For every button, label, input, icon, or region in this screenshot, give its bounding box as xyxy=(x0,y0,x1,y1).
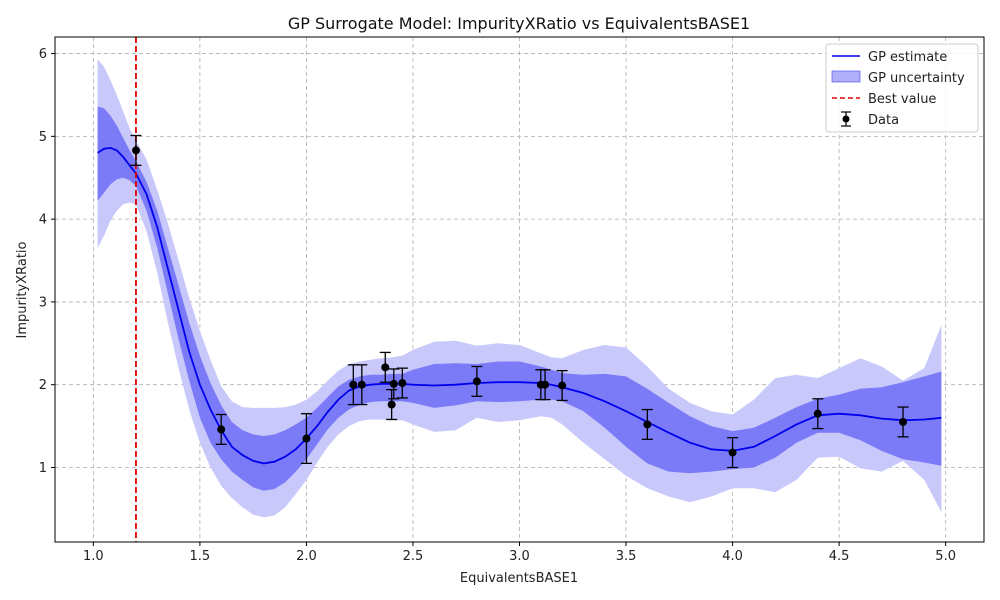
data-marker xyxy=(131,146,140,155)
x-tick-label: 3.5 xyxy=(616,549,637,564)
data-point xyxy=(386,389,398,421)
data-point xyxy=(897,406,909,438)
y-tick-label: 1 xyxy=(39,461,47,476)
x-ticks: 1.0 1.5 2.0 2.5 3.0 3.5 4.0 4.5 5.0 xyxy=(83,542,956,564)
legend: GP estimate GP uncertainty Best value Da… xyxy=(825,43,979,133)
data-point xyxy=(379,351,391,383)
y-tick-label: 5 xyxy=(39,130,47,145)
data-point xyxy=(641,408,653,440)
data-marker xyxy=(381,363,390,372)
data-marker xyxy=(472,377,481,386)
uncertainty-bands xyxy=(97,59,942,518)
legend-label-best-value: Best value xyxy=(868,92,936,107)
data-point xyxy=(471,365,483,397)
y-ticks: 1 2 3 4 5 6 xyxy=(39,47,55,476)
data-marker xyxy=(643,420,652,429)
chart-title: GP Surrogate Model: ImpurityXRatio vs Eq… xyxy=(288,14,750,33)
x-tick-label: 1.5 xyxy=(190,549,211,564)
data-point xyxy=(215,413,227,445)
data-marker xyxy=(302,434,311,443)
data-point xyxy=(539,369,551,401)
data-marker xyxy=(899,417,908,426)
y-tick-label: 4 xyxy=(39,213,47,228)
gp-uncertainty-outer-band xyxy=(97,59,942,518)
data-point xyxy=(812,398,824,430)
data-marker xyxy=(813,409,822,418)
legend-box xyxy=(825,43,979,133)
x-tick-label: 2.0 xyxy=(296,549,317,564)
data-point xyxy=(130,134,142,166)
y-axis-label: ImpurityXRatio xyxy=(15,241,30,338)
x-tick-label: 3.0 xyxy=(509,549,530,564)
legend-swatch-data xyxy=(841,111,851,127)
x-tick-label: 1.0 xyxy=(83,549,104,564)
data-marker xyxy=(349,380,358,389)
x-tick-label: 4.0 xyxy=(722,549,743,564)
data-marker xyxy=(389,379,398,388)
data-point xyxy=(556,369,568,402)
data-marker xyxy=(357,380,366,389)
legend-label-gp-uncertainty: GP uncertainty xyxy=(868,71,965,86)
legend-swatch-gp-uncertainty xyxy=(831,70,861,83)
x-axis-label: EquivalentsBASE1 xyxy=(460,571,578,586)
y-tick-label: 3 xyxy=(39,295,47,310)
data-point xyxy=(396,367,408,399)
data-marker xyxy=(541,380,550,389)
data-marker xyxy=(728,448,737,457)
data-point xyxy=(356,364,368,406)
x-tick-label: 5.0 xyxy=(935,549,956,564)
x-tick-label: 2.5 xyxy=(403,549,424,564)
data-point xyxy=(727,437,739,469)
data-marker xyxy=(558,381,567,390)
data-point xyxy=(300,413,312,465)
y-tick-label: 6 xyxy=(39,47,47,62)
gp-line-group xyxy=(97,146,942,465)
legend-label-data: Data xyxy=(868,113,899,128)
data-point xyxy=(388,368,400,400)
x-tick-label: 4.5 xyxy=(829,549,850,564)
data-marker xyxy=(398,379,407,388)
y-tick-label: 2 xyxy=(39,378,47,393)
gp-estimate-line xyxy=(97,146,942,465)
data-marker xyxy=(217,425,226,434)
data-marker xyxy=(387,400,396,409)
legend-label-gp-estimate: GP estimate xyxy=(868,50,947,65)
data-points-group xyxy=(130,134,909,469)
